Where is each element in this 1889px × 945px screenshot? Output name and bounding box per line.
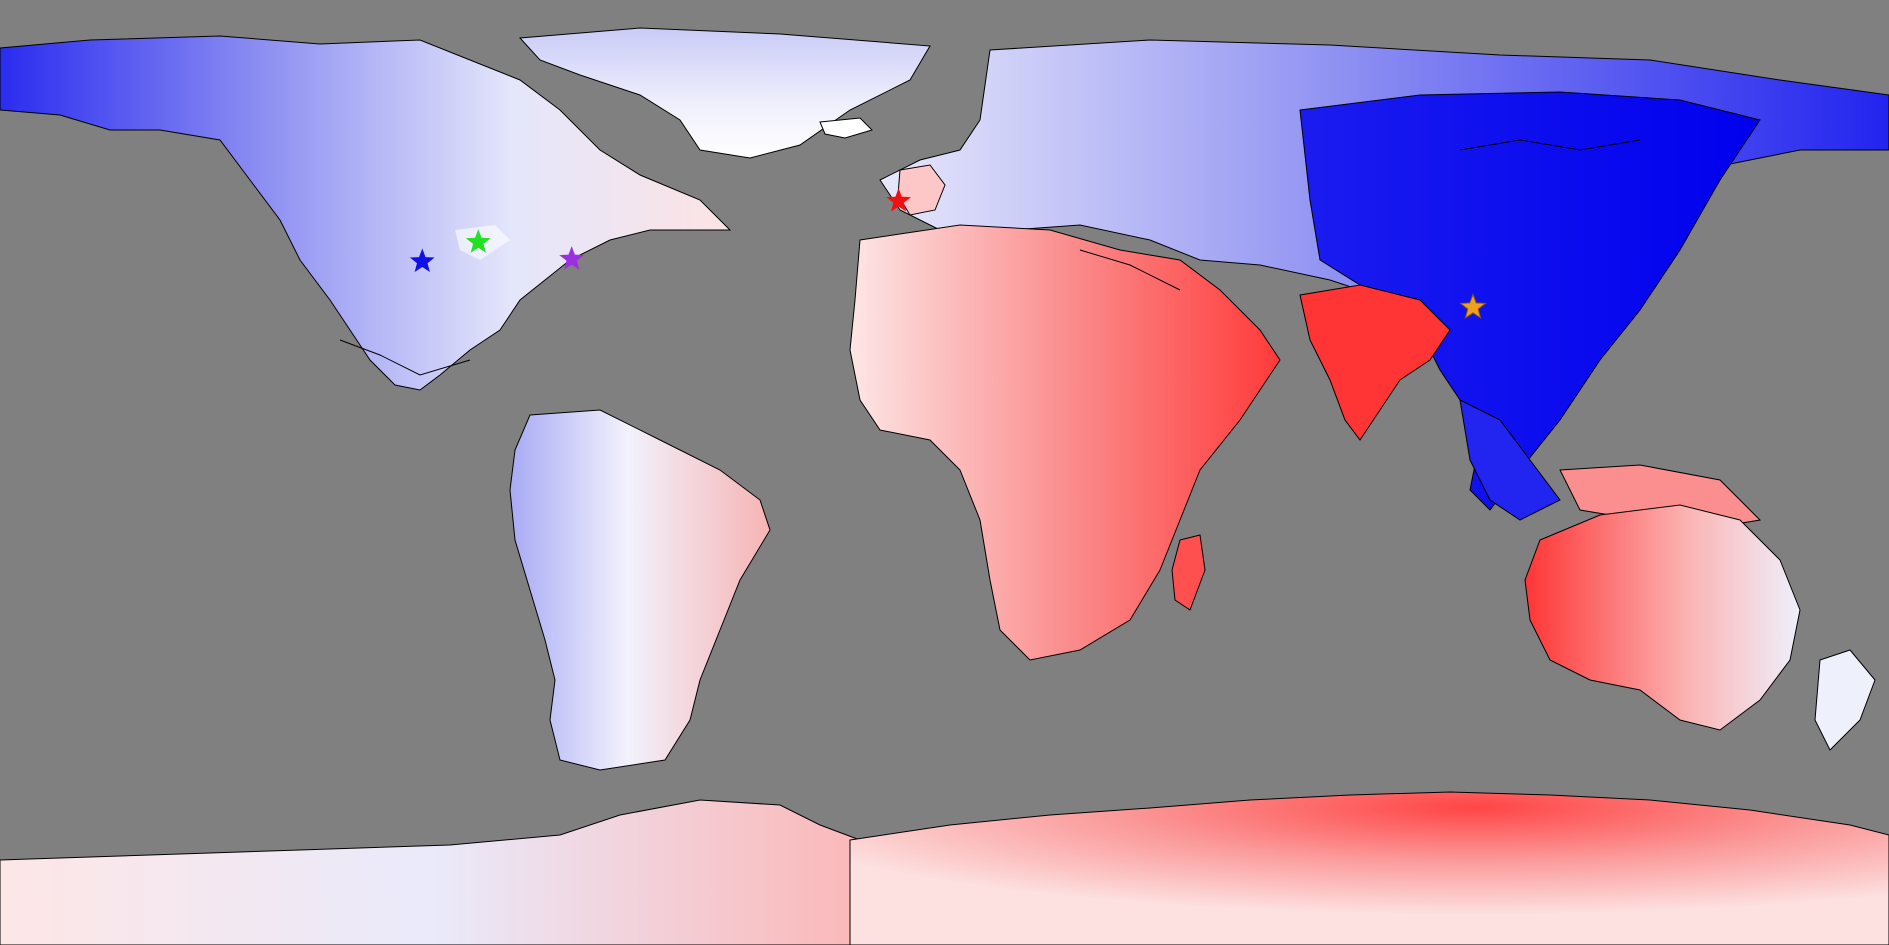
marker-layer (409, 188, 1487, 320)
southeast-asia-region (1459, 399, 1561, 521)
marker-east-asia (1459, 292, 1487, 320)
marker-uk (886, 188, 911, 212)
new-zealand-region (1814, 649, 1876, 751)
marker-east-us (559, 246, 585, 270)
iceland-region (819, 117, 873, 139)
africa-region (849, 224, 1281, 661)
antarctica-west-region (0, 799, 861, 945)
coastlines (339, 139, 1641, 376)
south-america-region (509, 409, 771, 771)
india-region (1299, 284, 1451, 441)
antarctica-east-region (849, 791, 1889, 945)
marker-central-us (465, 229, 491, 253)
australia-region (1524, 504, 1801, 731)
madagascar-region (1171, 534, 1206, 611)
marker-west-us (409, 248, 435, 272)
